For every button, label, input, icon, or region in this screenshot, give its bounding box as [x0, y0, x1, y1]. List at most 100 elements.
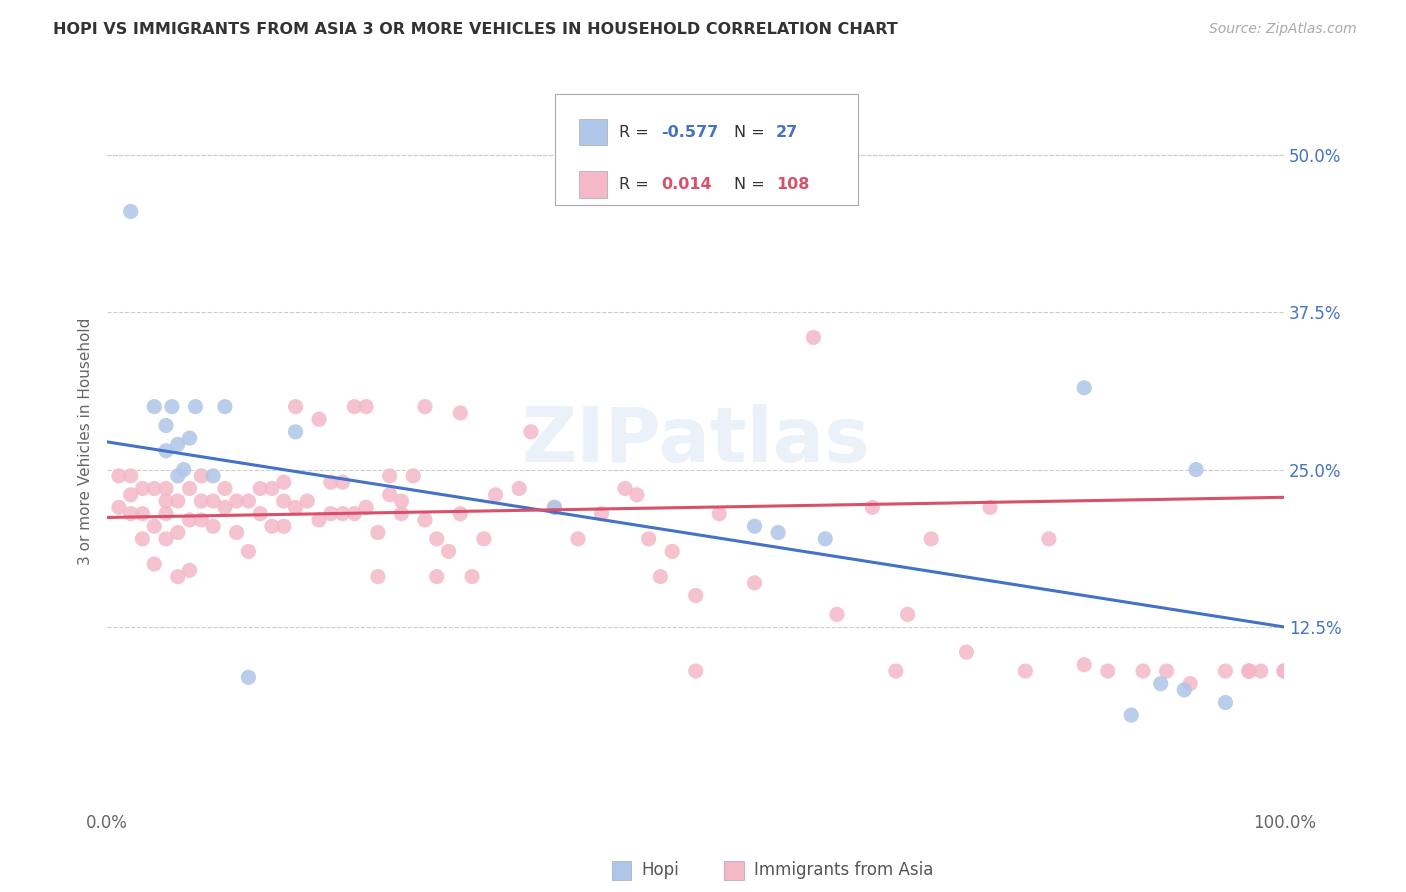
- Point: [179, 563, 201, 577]
- Point: [249, 507, 271, 521]
- Point: [508, 482, 530, 496]
- Text: 27: 27: [776, 125, 799, 139]
- Point: [190, 494, 212, 508]
- Point: [319, 507, 342, 521]
- Point: [367, 569, 389, 583]
- Point: [225, 494, 247, 508]
- Point: [685, 589, 707, 603]
- Point: [131, 482, 153, 496]
- Point: [284, 400, 307, 414]
- Point: [354, 400, 377, 414]
- Point: [897, 607, 920, 622]
- Point: [155, 482, 177, 496]
- Point: [884, 664, 907, 678]
- Point: [202, 519, 225, 533]
- Point: [1073, 657, 1095, 672]
- Point: [567, 532, 589, 546]
- Point: [955, 645, 977, 659]
- Point: [449, 406, 471, 420]
- Point: [238, 494, 260, 508]
- Point: [155, 494, 177, 508]
- Point: [284, 425, 307, 439]
- Point: [1038, 532, 1060, 546]
- Point: [543, 500, 565, 515]
- Point: [367, 525, 389, 540]
- Point: [214, 400, 236, 414]
- Point: [179, 513, 201, 527]
- Point: [308, 412, 330, 426]
- Point: [1150, 676, 1173, 690]
- Point: [120, 507, 142, 521]
- Point: [273, 475, 295, 490]
- Point: [108, 469, 131, 483]
- Point: [202, 469, 225, 483]
- Point: [225, 525, 247, 540]
- Point: [591, 507, 613, 521]
- Point: [155, 532, 177, 546]
- Point: [343, 400, 366, 414]
- Point: [685, 664, 707, 678]
- Point: [190, 469, 212, 483]
- Point: [461, 569, 484, 583]
- Point: [173, 462, 195, 476]
- Point: [179, 431, 201, 445]
- Point: [744, 575, 766, 590]
- Point: [402, 469, 425, 483]
- Point: [1097, 664, 1119, 678]
- Point: [803, 330, 825, 344]
- Point: [413, 513, 436, 527]
- Point: [166, 437, 188, 451]
- Point: [354, 500, 377, 515]
- Point: [249, 482, 271, 496]
- Point: [120, 204, 142, 219]
- Text: R =: R =: [619, 125, 654, 139]
- Point: [979, 500, 1001, 515]
- Point: [202, 494, 225, 508]
- Point: [273, 519, 295, 533]
- Point: [155, 443, 177, 458]
- Text: Immigrants from Asia: Immigrants from Asia: [754, 862, 934, 880]
- Point: [319, 475, 342, 490]
- Point: [661, 544, 683, 558]
- Point: [485, 488, 508, 502]
- Point: [1237, 664, 1260, 678]
- Point: [426, 569, 449, 583]
- Point: [332, 475, 354, 490]
- Point: [825, 607, 848, 622]
- Text: N =: N =: [734, 125, 770, 139]
- Point: [143, 557, 166, 571]
- Point: [1132, 664, 1154, 678]
- Point: [214, 482, 236, 496]
- Point: [520, 425, 543, 439]
- Point: [160, 400, 183, 414]
- Point: [449, 507, 471, 521]
- Point: [1073, 381, 1095, 395]
- Point: [308, 513, 330, 527]
- Point: [426, 532, 449, 546]
- Point: [814, 532, 837, 546]
- Point: [391, 507, 413, 521]
- Point: [343, 507, 366, 521]
- Point: [378, 469, 401, 483]
- Point: [626, 488, 648, 502]
- Point: [1185, 462, 1208, 476]
- Point: [1215, 696, 1237, 710]
- Point: [614, 482, 637, 496]
- Point: [120, 469, 142, 483]
- Point: [155, 507, 177, 521]
- Point: [166, 494, 188, 508]
- Point: [637, 532, 659, 546]
- Text: N =: N =: [734, 178, 770, 192]
- Point: [860, 500, 883, 515]
- Point: [1014, 664, 1036, 678]
- Point: [766, 525, 789, 540]
- Point: [131, 507, 153, 521]
- Text: Hopi: Hopi: [641, 862, 679, 880]
- Point: [143, 519, 166, 533]
- Point: [120, 488, 142, 502]
- Point: [437, 544, 460, 558]
- Point: [709, 507, 731, 521]
- Point: [260, 482, 283, 496]
- Point: [143, 482, 166, 496]
- Point: [1250, 664, 1272, 678]
